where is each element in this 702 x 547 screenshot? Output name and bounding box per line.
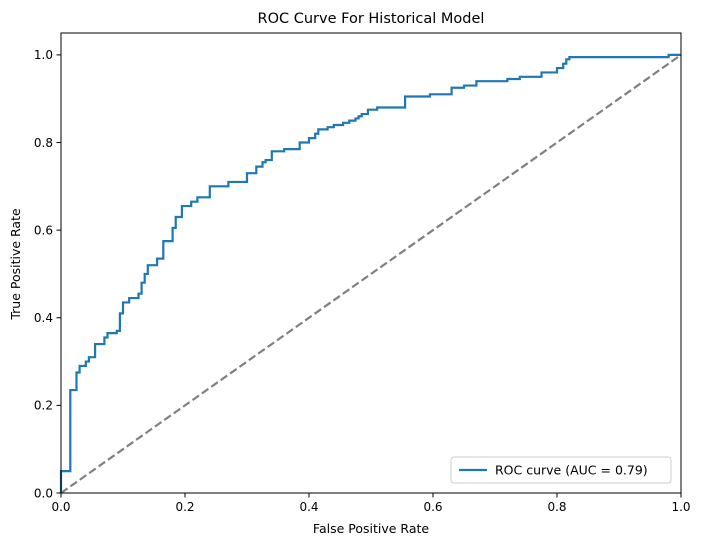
y-tick-label: 0.6 [34,223,53,237]
y-tick-label: 0.0 [34,486,53,500]
x-tick-label: 0.8 [547,500,566,514]
x-tick-label: 1.0 [671,500,690,514]
y-tick-label: 0.8 [34,136,53,150]
y-tick-label: 1.0 [34,48,53,62]
chart-title: ROC Curve For Historical Model [258,11,485,27]
x-tick-label: 0.0 [51,500,70,514]
x-tick-label: 0.4 [299,500,318,514]
plot-area: 0.0 0.2 0.4 0.6 0.8 1.0 0.0 0.2 0.4 0.6 0.8 1.0 ROC … [34,32,691,514]
x-tick-label: 0.2 [175,500,194,514]
x-axis-label: False Positive Rate [313,521,429,536]
legend-entry-label: ROC curve (AUC = 0.79) [495,462,648,477]
y-axis-label: True Positive Rate [8,208,23,321]
roc-curve-line [59,53,681,493]
diagonal-reference-line [60,54,682,494]
x-tick-label: 0.6 [423,500,442,514]
axes-frame [60,32,682,494]
legend-box [450,456,672,484]
y-tick-label: 0.2 [34,399,53,413]
y-tick-label: 0.4 [34,311,53,325]
